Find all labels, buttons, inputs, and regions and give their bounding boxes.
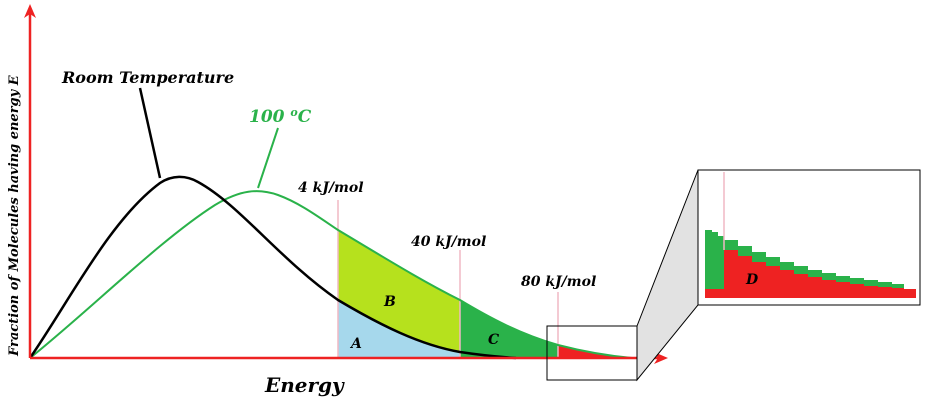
hot-curve-label: 100 oC — [249, 106, 312, 127]
room-temperature-label: Room Temperature — [61, 68, 234, 87]
curve-100c — [29, 190, 633, 359]
room-label-pointer — [138, 87, 162, 179]
threshold-4-label: 4 kJ/mol — [298, 180, 364, 196]
region-a-label: A — [349, 336, 362, 352]
hot-label-unit: C — [298, 107, 312, 127]
region-b-fill — [338, 230, 460, 352]
hot-label-pointer — [257, 127, 279, 189]
zoom-funnel — [636, 169, 699, 382]
x-axis-label: Energy — [264, 373, 345, 397]
region-d-label: D — [745, 272, 759, 288]
region-c-lower — [460, 352, 516, 358]
hot-label-degree: o — [290, 106, 297, 119]
region-c-label: C — [488, 332, 499, 348]
hot-label-main: 100 — [249, 107, 290, 127]
y-axis-arrowhead — [24, 4, 36, 18]
curve-room-temperature — [28, 175, 517, 360]
threshold-80-label: 80 kJ/mol — [521, 274, 596, 290]
inset-baseline-bar — [705, 289, 916, 298]
y-axis-label: Fraction of Molecules having energy E — [7, 74, 22, 357]
region-b-label: B — [383, 294, 396, 310]
region-a-fill — [338, 300, 460, 358]
region-d-fill — [558, 345, 632, 358]
inset-red-histogram — [724, 250, 916, 298]
threshold-40-label: 40 kJ/mol — [411, 234, 486, 250]
